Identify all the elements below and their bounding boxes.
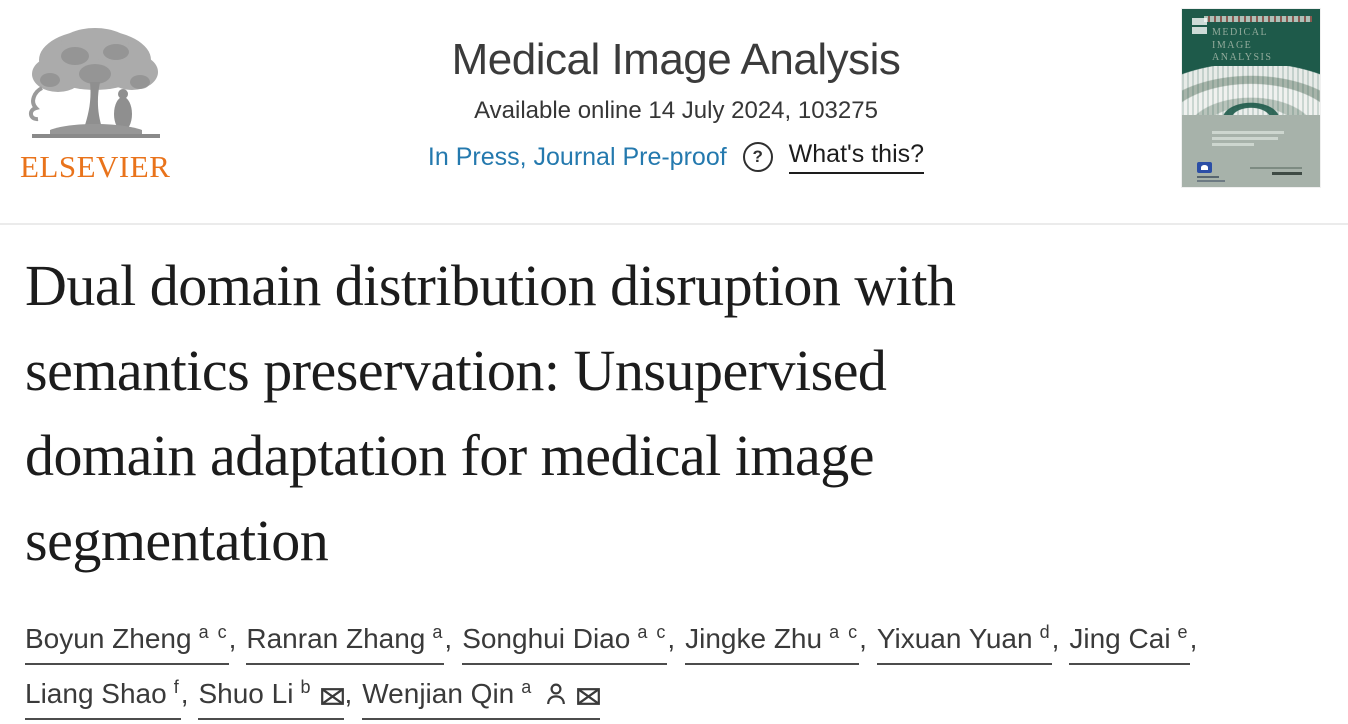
envelope-icon[interactable]	[577, 688, 601, 705]
person-icon	[546, 683, 566, 705]
elsevier-wordmark: ELSEVIER	[20, 149, 171, 184]
cover-bottom-panel	[1182, 115, 1320, 187]
author-separator: ,	[444, 623, 453, 654]
author-line-2: Liang Shao f, Shuo Li b, Wenjian Qin a	[25, 677, 1325, 720]
article-title-line: semantics preservation: Unsupervised	[25, 338, 887, 403]
author-link[interactable]: Jingke Zhu a c	[685, 622, 860, 665]
elsevier-logo-link[interactable]: ELSEVIER	[20, 22, 172, 190]
author-separator: ,	[667, 623, 676, 654]
author-link[interactable]: Songhui Diao a c	[462, 622, 668, 665]
author-affiliation-sup: a c	[637, 622, 668, 642]
available-online-text: Available online 14 July 2024, 103275	[474, 97, 878, 124]
author-affiliation-sup: b	[300, 677, 313, 697]
whats-this-link[interactable]: What's this?	[788, 140, 925, 174]
question-circle-icon[interactable]: ?	[742, 142, 773, 172]
author-affiliation-sup: d	[1039, 622, 1052, 642]
author-affiliation-sup: f	[173, 677, 181, 697]
cover-journal-title: MEDICAL IMAGE ANALYSIS	[1212, 27, 1273, 63]
article-title: Dual domain distribution disruption with…	[25, 243, 1315, 583]
author-affiliation-sup: a	[521, 677, 534, 697]
author-affiliation-sup: e	[1177, 622, 1190, 642]
author-list: Boyun Zheng a c, Ranran Zhang a, Songhui Dia…	[25, 622, 1325, 724]
in-press-link[interactable]: In Press, Journal Pre-proof	[427, 142, 727, 171]
cover-top-band	[1204, 16, 1312, 22]
author-separator: ,	[1189, 623, 1198, 654]
journal-title-link[interactable]: Medical Image Analysis	[451, 35, 901, 84]
cover-microtext	[1212, 131, 1284, 149]
elsevier-tree-icon	[20, 22, 172, 150]
envelope-icon[interactable]	[321, 688, 345, 705]
cover-publisher-logo	[1197, 162, 1225, 182]
article-title-line: Dual domain distribution disruption with	[25, 253, 956, 318]
journal-header: Medical Image Analysis Available online …	[338, 36, 1014, 174]
article-title-line: segmentation	[25, 508, 329, 573]
author-line-1: Boyun Zheng a c, Ranran Zhang a, Songhui Dia…	[25, 622, 1325, 665]
author-separator: ,	[344, 678, 353, 709]
author-separator: ,	[859, 623, 867, 654]
cover-brain-image	[1182, 66, 1320, 115]
author-link[interactable]: Liang Shao f	[25, 677, 181, 720]
author-link[interactable]: Shuo Li b	[198, 677, 345, 720]
cover-crest-icon	[1192, 18, 1207, 36]
author-separator: ,	[180, 678, 189, 709]
press-status-row: In Press, Journal Pre-proof ? What's thi…	[338, 140, 1014, 174]
author-link[interactable]: Boyun Zheng a c	[25, 622, 229, 665]
article-title-line: domain adaptation for medical image	[25, 423, 874, 488]
author-link[interactable]: Ranran Zhang a	[246, 622, 445, 665]
author-separator: ,	[1051, 623, 1060, 654]
cover-editor-text	[1250, 167, 1302, 175]
author-link[interactable]: Wenjian Qin a	[362, 677, 601, 720]
journal-cover-thumbnail[interactable]: MEDICAL IMAGE ANALYSIS	[1182, 9, 1320, 187]
author-link[interactable]: Yixuan Yuan d	[876, 622, 1052, 665]
author-separator: ,	[228, 623, 237, 654]
header-divider	[0, 223, 1348, 225]
author-affiliation-sup: a c	[198, 622, 229, 642]
author-affiliation-sup: a	[432, 622, 445, 642]
author-link[interactable]: Jing Cai e	[1069, 622, 1190, 665]
author-affiliation-sup: a c	[829, 622, 860, 642]
